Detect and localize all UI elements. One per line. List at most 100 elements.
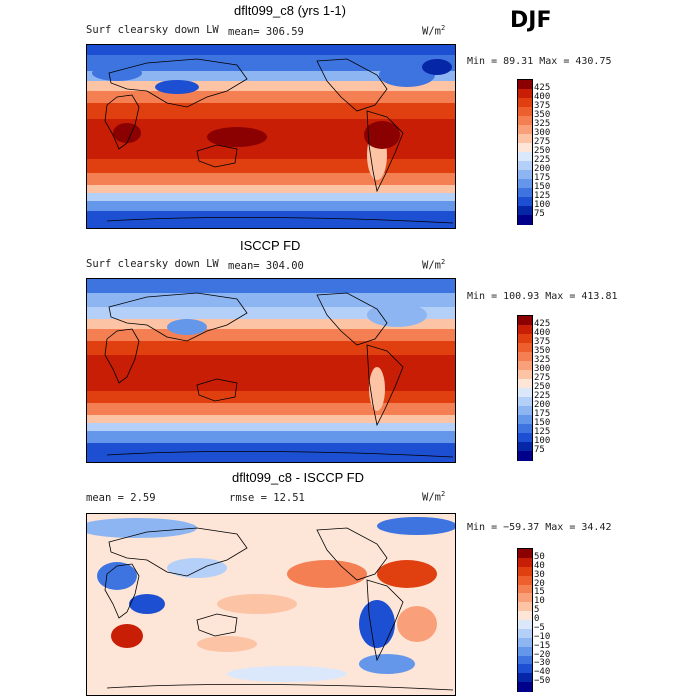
colorbar-tick-label: 0	[534, 614, 540, 624]
colorbar-tick-label: 225	[534, 155, 551, 165]
colorbar-tick-label: 400	[534, 328, 551, 338]
colorbar-swatch	[518, 415, 532, 425]
colorbar-tick-label: 225	[534, 391, 551, 401]
colorbar-swatch	[518, 325, 532, 335]
colorbar-tick-label: 425	[534, 319, 551, 329]
panel-2-map-plot	[87, 279, 455, 462]
colorbar-swatch	[518, 188, 532, 198]
panel-2-colorbar-labels: 425 400 375 350 325 300 275 250 225 200 175 150 125 1…	[534, 315, 564, 459]
colorbar-tick-label: 20	[534, 578, 545, 589]
colorbar-swatch	[518, 161, 532, 171]
panel-2-map	[86, 278, 456, 463]
panel-1-colorbar-labels: 425 400 375 350 325 300 275 250 225 200 175 150 125 1…	[534, 79, 564, 223]
panel-1-map-plot	[87, 45, 455, 228]
colorbar-tick-label: 200	[534, 400, 551, 410]
colorbar-swatch	[518, 451, 532, 461]
colorbar-swatch	[518, 602, 532, 612]
colorbar-tick-label: 400	[534, 92, 551, 102]
colorbar-swatch	[518, 575, 532, 585]
panel-1-map	[86, 44, 456, 229]
colorbar-tick-label: 350	[534, 110, 551, 120]
colorbar-swatch	[518, 442, 532, 452]
colorbar-swatch	[518, 80, 532, 90]
colorbar-tick-label: 425	[534, 83, 551, 93]
colorbar-swatch	[518, 379, 532, 389]
panel-3-map	[86, 513, 456, 696]
colorbar-tick-label: 250	[534, 146, 551, 156]
colorbar-tick-label: 175	[534, 173, 551, 183]
panel-1-colorbar	[517, 79, 533, 225]
colorbar-swatch	[518, 370, 532, 380]
panel-3-map-plot	[87, 514, 455, 695]
colorbar-swatch	[518, 352, 532, 362]
colorbar-tick-label: 325	[534, 119, 551, 129]
colorbar-tick-label: 15	[534, 587, 545, 598]
season-label: DJF	[510, 8, 552, 33]
colorbar-swatch	[518, 424, 532, 434]
colorbar-tick-label: −15	[534, 640, 551, 651]
colorbar-tick-label: −30	[534, 658, 551, 669]
colorbar-swatch	[518, 170, 532, 180]
colorbar-tick-label: 300	[534, 128, 551, 138]
colorbar-tick-label: 75	[534, 445, 545, 455]
colorbar-tick-label: −10	[534, 631, 551, 642]
colorbar-swatch	[518, 655, 532, 665]
colorbar-swatch	[518, 143, 532, 153]
colorbar-tick-label: 125	[534, 427, 551, 437]
colorbar-tick-label: 375	[534, 337, 551, 347]
colorbar-swatch	[518, 646, 532, 656]
panel-2-minmax: Min = 100.93 Max = 413.81	[467, 291, 618, 302]
colorbar-swatch	[518, 152, 532, 162]
colorbar-swatch	[518, 215, 532, 225]
colorbar-tick-label: −50	[534, 676, 551, 687]
panel-3-title: dflt099_c8 - ISCCP FD	[232, 470, 364, 485]
colorbar-swatch	[518, 125, 532, 135]
colorbar-tick-label: 10	[534, 596, 545, 607]
colorbar-swatch	[518, 206, 532, 216]
colorbar-swatch	[518, 433, 532, 443]
colorbar-tick-label: 125	[534, 191, 551, 201]
panel-1-field-label: Surf clearsky down LW	[86, 24, 219, 36]
colorbar-swatch	[518, 406, 532, 416]
colorbar-swatch	[518, 316, 532, 326]
panel-2-title: ISCCP FD	[240, 238, 301, 253]
colorbar-tick-label: −5	[534, 622, 545, 633]
colorbar-swatch	[518, 584, 532, 594]
colorbar-swatch	[518, 361, 532, 371]
colorbar-swatch	[518, 673, 532, 683]
colorbar-swatch	[518, 620, 532, 630]
colorbar-tick-label: 75	[534, 209, 545, 219]
colorbar-swatch	[518, 557, 532, 568]
colorbar-swatch	[518, 611, 532, 621]
colorbar-tick-label: 375	[534, 101, 551, 111]
panel-2-units: W/m2	[422, 258, 446, 272]
colorbar-swatch	[518, 107, 532, 117]
panel-1-minmax: Min = 89.31 Max = 430.75	[467, 56, 612, 67]
colorbar-tick-label: 325	[534, 355, 551, 365]
colorbar-tick-label: 275	[534, 137, 551, 147]
panel-3-rmse: rmse = 12.51	[229, 492, 305, 504]
colorbar-tick-label: 150	[534, 418, 551, 428]
colorbar-swatch	[518, 343, 532, 353]
colorbar-swatch	[518, 197, 532, 207]
colorbar-tick-label: −40	[534, 667, 551, 678]
colorbar-swatch	[518, 637, 532, 648]
colorbar-swatch	[518, 334, 532, 344]
colorbar-tick-label: 50	[534, 551, 545, 562]
panel-2-colorbar	[517, 315, 533, 461]
colorbar-tick-label: 250	[534, 382, 551, 392]
panel-1-title: dflt099_c8 (yrs 1-1)	[234, 3, 346, 18]
colorbar-swatch	[518, 89, 532, 99]
colorbar-tick-label: −20	[534, 649, 551, 660]
colorbar-swatch	[518, 388, 532, 398]
panel-2-mean: mean= 304.00	[228, 260, 304, 272]
colorbar-swatch	[518, 628, 532, 639]
colorbar-tick-label: 175	[534, 409, 551, 419]
panel-1-units: W/m2	[422, 24, 446, 38]
colorbar-swatch	[518, 179, 532, 189]
colorbar-tick-label: 30	[534, 569, 545, 580]
colorbar-swatch	[518, 134, 532, 144]
colorbar-swatch	[518, 682, 532, 692]
colorbar-swatch	[518, 116, 532, 126]
colorbar-swatch	[518, 664, 532, 674]
